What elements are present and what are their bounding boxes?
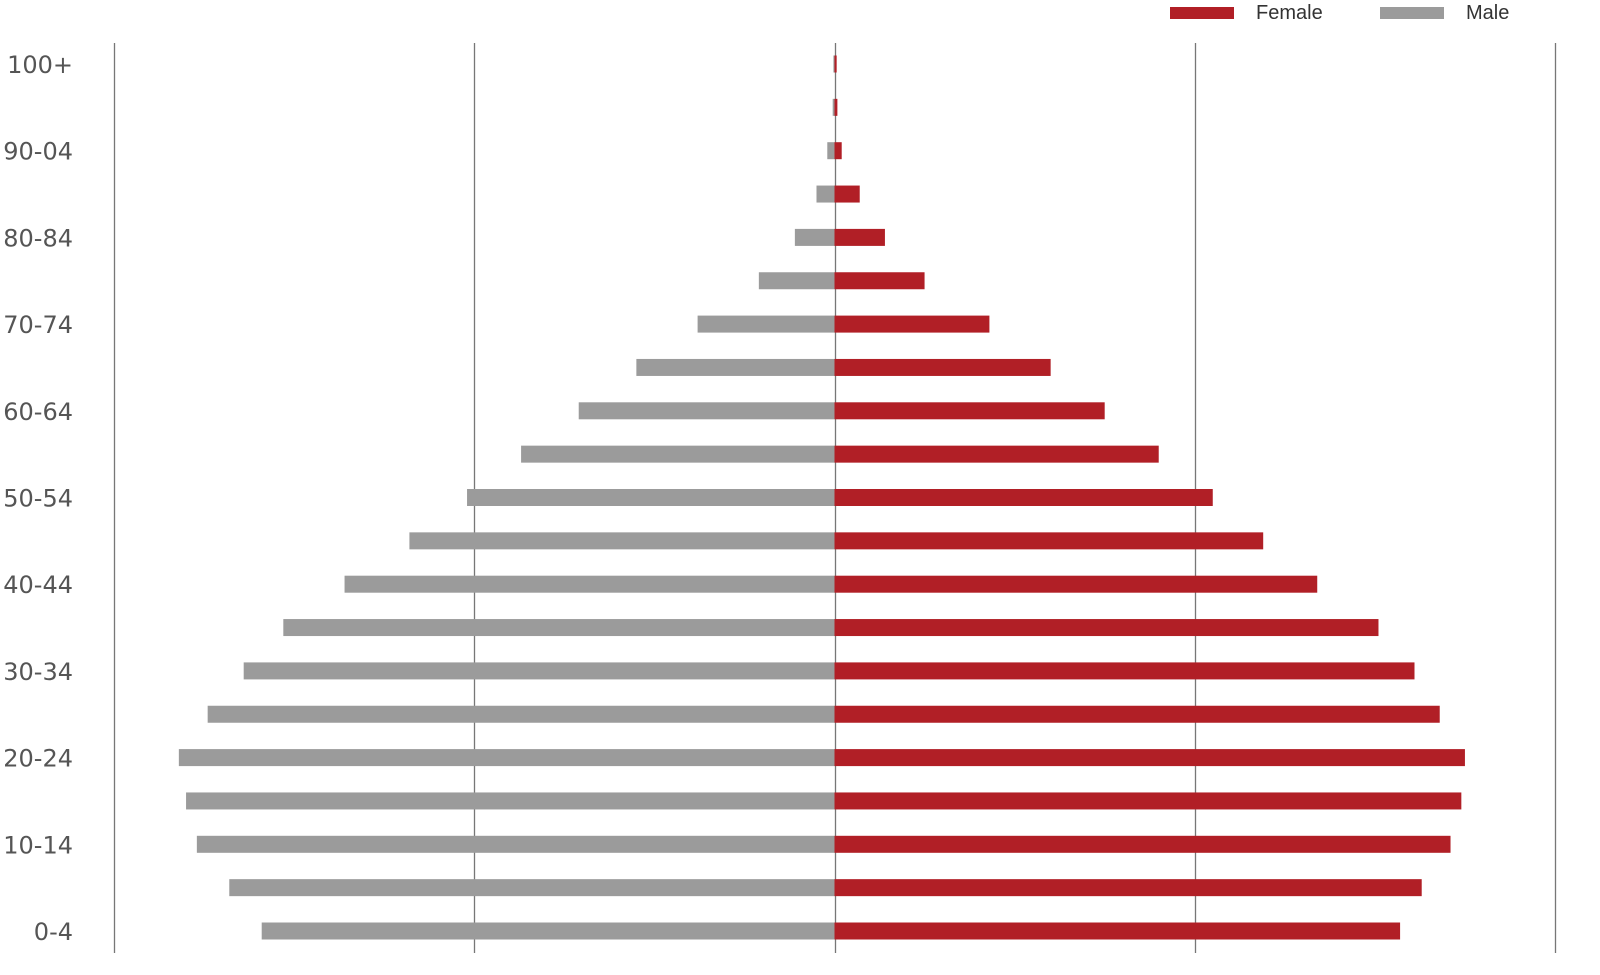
bar-female-45-49	[834, 532, 1264, 550]
bar-male-40-44	[344, 575, 835, 593]
bar-male-60-64	[578, 402, 835, 420]
legend-male: Male	[1380, 0, 1509, 26]
bar-female-0-4	[834, 922, 1401, 940]
bar-male-0-4	[261, 922, 835, 940]
bar-male-95-99	[832, 98, 835, 116]
bar-male-35-39	[283, 619, 835, 637]
bar-female-20-24	[834, 749, 1465, 767]
tick-label-30-34: 30-34	[3, 658, 73, 686]
tick-label-60-64: 60-64	[3, 398, 73, 426]
bar-female-95-99	[834, 98, 838, 116]
tick-label-100+: 100+	[7, 51, 73, 79]
bar-male-85-89	[816, 185, 835, 203]
tick-label-90-04: 90-04	[3, 138, 73, 166]
bar-female-35-39	[834, 619, 1379, 637]
bar-female-30-34	[834, 662, 1415, 680]
bar-male-30-34	[243, 662, 835, 680]
bar-male-50-54	[467, 489, 835, 506]
tick-label-20-24: 20-24	[3, 745, 73, 773]
bar-female-40-44	[834, 575, 1318, 593]
bar-female-25-29	[834, 705, 1440, 723]
bar-female-75-79	[834, 272, 925, 290]
legend-female: Female	[1170, 0, 1323, 26]
legend-female-swatch	[1170, 7, 1234, 19]
bar-male-55-59	[521, 445, 835, 463]
bar-male-75-79	[758, 272, 835, 290]
bar-female-60-64	[834, 402, 1105, 420]
bar-female-70-74	[834, 315, 990, 333]
bar-male-45-49	[409, 532, 835, 550]
bar-male-20-24	[178, 749, 835, 767]
bar-male-100+	[833, 55, 835, 73]
bar-male-70-74	[697, 315, 835, 333]
legend-male-label: Male	[1466, 1, 1510, 24]
bar-male-5-9	[229, 879, 835, 897]
bar-male-65-69	[636, 358, 835, 376]
bar-female-15-19	[834, 792, 1462, 810]
legend-female-label: Female	[1256, 1, 1323, 24]
bar-female-5-9	[834, 879, 1422, 897]
bar-female-80-84	[834, 228, 885, 246]
tick-label-80-84: 80-84	[3, 224, 73, 252]
bar-female-90-04	[834, 142, 842, 160]
bar-male-80-84	[794, 228, 835, 246]
bar-male-90-04	[827, 142, 835, 160]
bar-female-10-14	[834, 835, 1451, 853]
bar-female-100+	[834, 55, 837, 73]
tick-label-0-4: 0-4	[34, 918, 73, 946]
tick-label-50-54: 50-54	[3, 485, 73, 513]
bar-female-50-54	[834, 489, 1213, 506]
bar-male-10-14	[196, 835, 835, 853]
bar-female-55-59	[834, 445, 1159, 463]
bar-female-85-89	[834, 185, 860, 203]
bar-male-25-29	[207, 705, 835, 723]
bar-female-65-69	[834, 358, 1051, 376]
tick-label-10-14: 10-14	[3, 831, 73, 859]
tick-label-40-44: 40-44	[3, 571, 73, 599]
legend-male-swatch	[1380, 7, 1444, 19]
tick-label-70-74: 70-74	[3, 311, 73, 339]
bar-male-15-19	[186, 792, 835, 810]
